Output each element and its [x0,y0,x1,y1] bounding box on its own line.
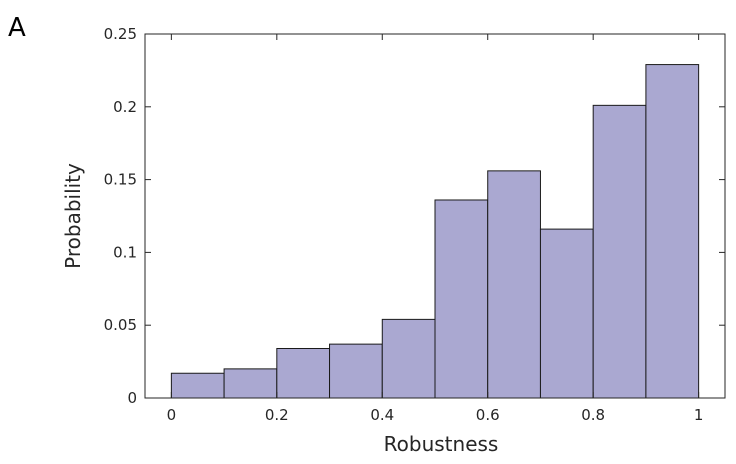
x-tick-label: 0 [167,406,177,424]
y-tick-label: 0.1 [113,243,137,261]
histogram-bar [381,318,436,399]
x-tick-label: 0.8 [581,406,605,424]
axes-group: 0 0.2 0.4 0.6 0.8 1 0 0.05 0.1 0.15 0.2 0.25 [104,25,726,424]
bars-group [170,64,700,399]
x-tick-label: 0.4 [370,406,394,424]
plot-frame [144,33,726,399]
y-tick-label: 0.25 [104,25,137,43]
histogram-bar [592,104,647,399]
y-tick-label: 0.2 [113,98,137,116]
y-tick-label: 0 [127,389,137,407]
histogram-bar [329,343,383,399]
x-axis-label: Robustness [384,432,499,456]
histogram-bar [645,64,700,399]
panel-label: A [8,13,26,43]
x-tick-label: 0.6 [476,406,500,424]
histogram-bar [276,347,331,399]
y-axis-label: Probability [61,163,85,269]
y-tick-label: 0.15 [104,171,137,189]
y-tick-label: 0.05 [104,316,137,334]
x-tick-label: 0.2 [265,406,289,424]
histogram-bar [539,228,594,399]
x-tick-label: 1 [694,406,704,424]
histogram-bar [170,372,225,399]
histogram-bar [223,368,278,399]
histogram-bar [434,199,489,399]
histogram-bar [487,170,541,399]
